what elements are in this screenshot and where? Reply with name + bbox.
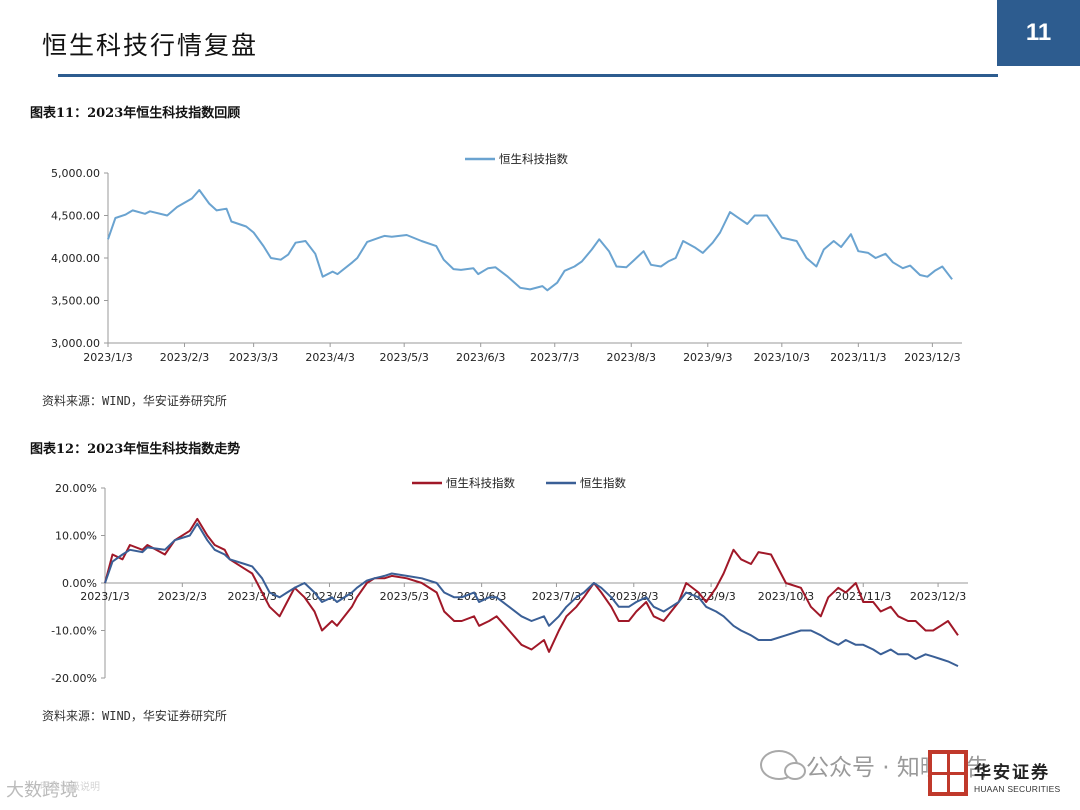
x-tick-label: 2023/12/3	[910, 590, 966, 603]
wechat-icon	[760, 750, 806, 780]
x-tick-label: 2023/5/3	[379, 351, 428, 364]
x-tick-label: 2023/3/3	[229, 351, 278, 364]
x-tick-label: 2023/11/3	[835, 590, 891, 603]
series-line-1	[107, 189, 953, 292]
watermark-left: 大数跨境	[6, 780, 78, 801]
x-tick-label: 2023/1/3	[83, 351, 132, 364]
y-tick-label: 3,500.00	[51, 295, 100, 308]
y-tick-label: 3,000.00	[51, 337, 100, 350]
y-tick-label: 4,000.00	[51, 252, 100, 265]
page-number-badge: 11	[997, 0, 1080, 66]
y-tick-label: 4,500.00	[51, 210, 100, 223]
y-tick-label: 20.00%	[55, 482, 97, 495]
legend-label-1: 恒生科技指数	[446, 476, 515, 490]
x-tick-label: 2023/5/3	[380, 590, 429, 603]
chart-1-source: 资料来源：WIND，华安证券研究所	[42, 394, 227, 408]
legend-label-2: 恒生指数	[580, 476, 626, 490]
brand-seal-logo	[928, 750, 968, 796]
brand-name: 华安证券	[974, 763, 1050, 783]
x-tick-label: 2023/10/3	[758, 590, 814, 603]
x-tick-label: 2023/8/3	[607, 351, 656, 364]
x-tick-label: 2023/12/3	[904, 351, 960, 364]
y-tick-label: 0.00%	[62, 577, 97, 590]
x-tick-label: 2023/11/3	[830, 351, 886, 364]
x-tick-label: 2023/2/3	[158, 590, 207, 603]
y-tick-label: 5,000.00	[51, 167, 100, 180]
series-line-2	[104, 522, 959, 668]
chart-2-hstech-vs-hsi: 20.00% 10.00% 0.00% -10.00% -20.00% 2023/1/3 2…	[51, 476, 968, 685]
y-tick-label: -10.00%	[51, 625, 97, 638]
legend-label-1: 恒生科技指数	[499, 152, 568, 166]
watermark-sub: 明及评级说明	[40, 782, 100, 793]
brand-name-english: HUAAN SECURITIES	[974, 784, 1061, 794]
series-line-1	[104, 517, 959, 653]
chart-2-source: 资料来源：WIND，华安证券研究所	[42, 709, 227, 723]
x-tick-label: 2023/7/3	[532, 590, 581, 603]
x-tick-label: 2023/8/3	[609, 590, 658, 603]
x-tick-label: 2023/9/3	[683, 351, 732, 364]
x-tick-label: 2023/7/3	[530, 351, 579, 364]
chart-1-hstech-index-review: 5,000.00 4,500.00 4,000.00 3,500.00 3,000.00…	[51, 152, 962, 364]
x-tick-label: 2023/6/3	[457, 590, 506, 603]
chart-2-caption: 图表12：2023年恒生科技指数走势	[30, 442, 241, 457]
y-tick-label: -20.00%	[51, 672, 97, 685]
x-tick-label: 2023/10/3	[754, 351, 810, 364]
x-tick-label: 2023/2/3	[160, 351, 209, 364]
title-divider	[58, 74, 998, 77]
x-tick-label: 2023/4/3	[305, 351, 354, 364]
x-tick-label: 2023/1/3	[80, 590, 129, 603]
y-tick-label: 10.00%	[55, 530, 97, 543]
page-title: 恒生科技行情复盘	[42, 31, 259, 60]
chart-1-caption: 图表11：2023年恒生科技指数回顾	[30, 106, 241, 121]
x-tick-label: 2023/3/3	[227, 590, 276, 603]
x-tick-label: 2023/6/3	[456, 351, 505, 364]
